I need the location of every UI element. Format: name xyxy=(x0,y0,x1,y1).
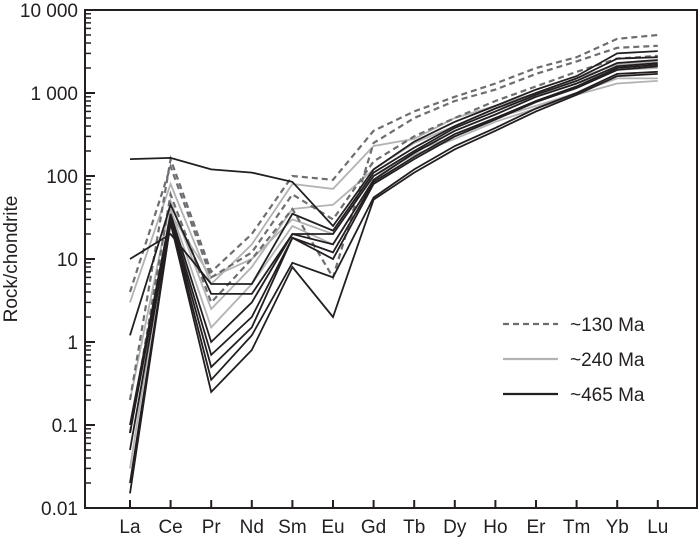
y-tick-label: 10 000 xyxy=(20,1,78,22)
legend-label: ~130 Ma xyxy=(570,315,645,336)
series-line-11 xyxy=(129,63,658,451)
x-tick-label-Sm: Sm xyxy=(278,517,307,538)
series-line-0 xyxy=(129,60,658,303)
series-lines xyxy=(128,33,658,494)
y-axis: 0.01 0.1 1 10 100 1 000 10 000 xyxy=(20,1,95,520)
series-line-7 xyxy=(129,50,658,228)
x-tick-label-Dy: Dy xyxy=(443,517,467,538)
series-line-13 xyxy=(129,73,658,494)
y-tick-label: 0.1 xyxy=(52,416,78,437)
plot-frame xyxy=(84,9,698,509)
x-tick-label-Pr: Pr xyxy=(202,517,222,538)
x-tick-label-Yb: Yb xyxy=(606,517,629,538)
x-tick-label-Gd: Gd xyxy=(361,517,386,538)
y-axis-label: Rock/chondrite xyxy=(1,196,22,323)
series-line-4 xyxy=(128,33,658,401)
x-tick-label-Ho: Ho xyxy=(483,517,507,538)
x-tick-label-Tm: Tm xyxy=(563,517,590,538)
y-tick-label: 1 xyxy=(67,333,78,354)
y-tick-label: 1 000 xyxy=(30,84,78,105)
x-axis: La Ce Pr Nd Sm Eu Gd Tb Dy Ho Er Tm Yb Lu xyxy=(119,500,668,538)
x-tick-label-Lu: Lu xyxy=(647,517,668,538)
x-tick-label-Tb: Tb xyxy=(403,517,425,538)
legend-label: ~465 Ma xyxy=(570,385,645,406)
x-tick-label-Er: Er xyxy=(527,517,547,538)
series-line-8 xyxy=(129,56,658,285)
y-tick-label: 0.01 xyxy=(41,499,78,520)
x-tick-label-La: La xyxy=(119,517,141,538)
x-tick-label-Nd: Nd xyxy=(240,517,264,538)
series-line-12 xyxy=(129,70,658,484)
series-line-6 xyxy=(128,54,658,293)
legend: ~130 Ma ~240 Ma ~465 Ma xyxy=(503,315,645,406)
series-line-5 xyxy=(128,44,658,434)
y-tick-label: 10 xyxy=(57,250,78,271)
y-tick-label: 100 xyxy=(46,167,78,188)
series-line-10 xyxy=(129,62,658,426)
legend-label: ~240 Ma xyxy=(570,350,645,371)
series-line-9 xyxy=(129,59,658,336)
series-line-14 xyxy=(129,65,658,434)
x-tick-label-Eu: Eu xyxy=(321,517,344,538)
x-tick-label-Ce: Ce xyxy=(158,517,182,538)
